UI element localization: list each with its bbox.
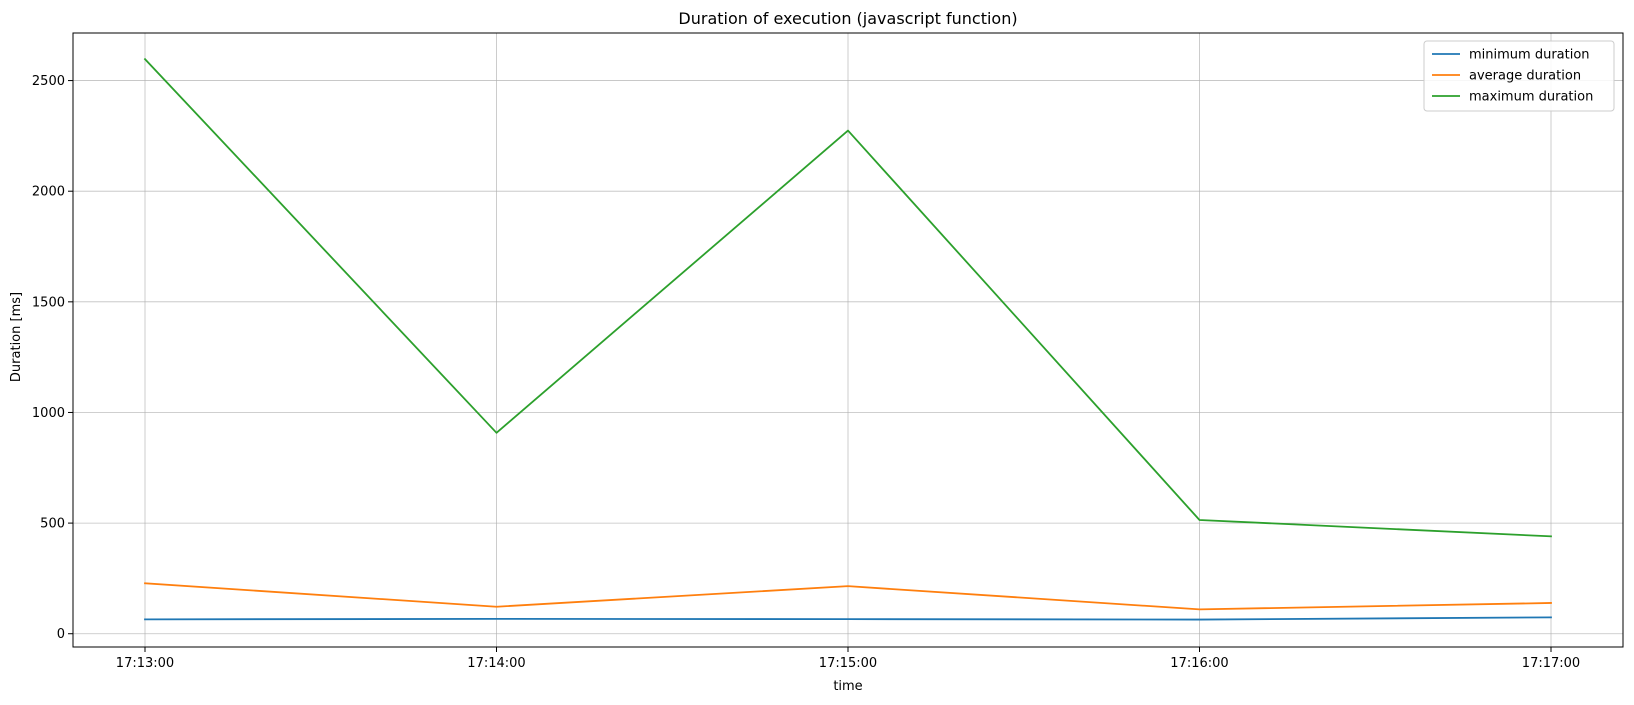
- x-axis-ticks: 17:13:00 17:14:00 17:15:00 17:16:00 17:17:00: [116, 647, 1580, 671]
- y-axis-ticks: 0 500 1000 1500 2000 2500: [32, 74, 73, 642]
- x-axis-label: time: [833, 679, 862, 694]
- legend-label: average duration: [1469, 69, 1581, 84]
- y-tick-label: 500: [40, 517, 65, 532]
- series-lines: [143, 57, 1552, 621]
- y-tick-label: 2500: [32, 74, 65, 89]
- legend-label: minimum duration: [1469, 48, 1590, 63]
- y-tick-label: 0: [57, 627, 65, 642]
- y-tick-label: 1500: [32, 295, 65, 310]
- series-line-average: [144, 582, 1552, 611]
- y-axis-label: Duration [ms]: [9, 292, 24, 382]
- y-tick-label: 2000: [32, 185, 65, 200]
- legend-box: [1423, 40, 1615, 112]
- series-line-maximum: [143, 57, 1552, 538]
- chart-title: Duration of execution (javascript functi…: [678, 9, 1017, 28]
- x-tick-label: 17:13:00: [116, 656, 174, 671]
- legend: minimum duration average duration maximum …: [1423, 40, 1615, 112]
- series-line-minimum: [144, 616, 1552, 621]
- y-tick-label: 1000: [32, 406, 65, 421]
- grid-lines: [73, 33, 1623, 647]
- x-tick-label: 17:15:00: [819, 656, 877, 671]
- x-tick-label: 17:14:00: [467, 656, 525, 671]
- x-tick-label: 17:16:00: [1170, 656, 1228, 671]
- x-tick-label: 17:17:00: [1522, 656, 1580, 671]
- legend-label: maximum duration: [1469, 90, 1593, 105]
